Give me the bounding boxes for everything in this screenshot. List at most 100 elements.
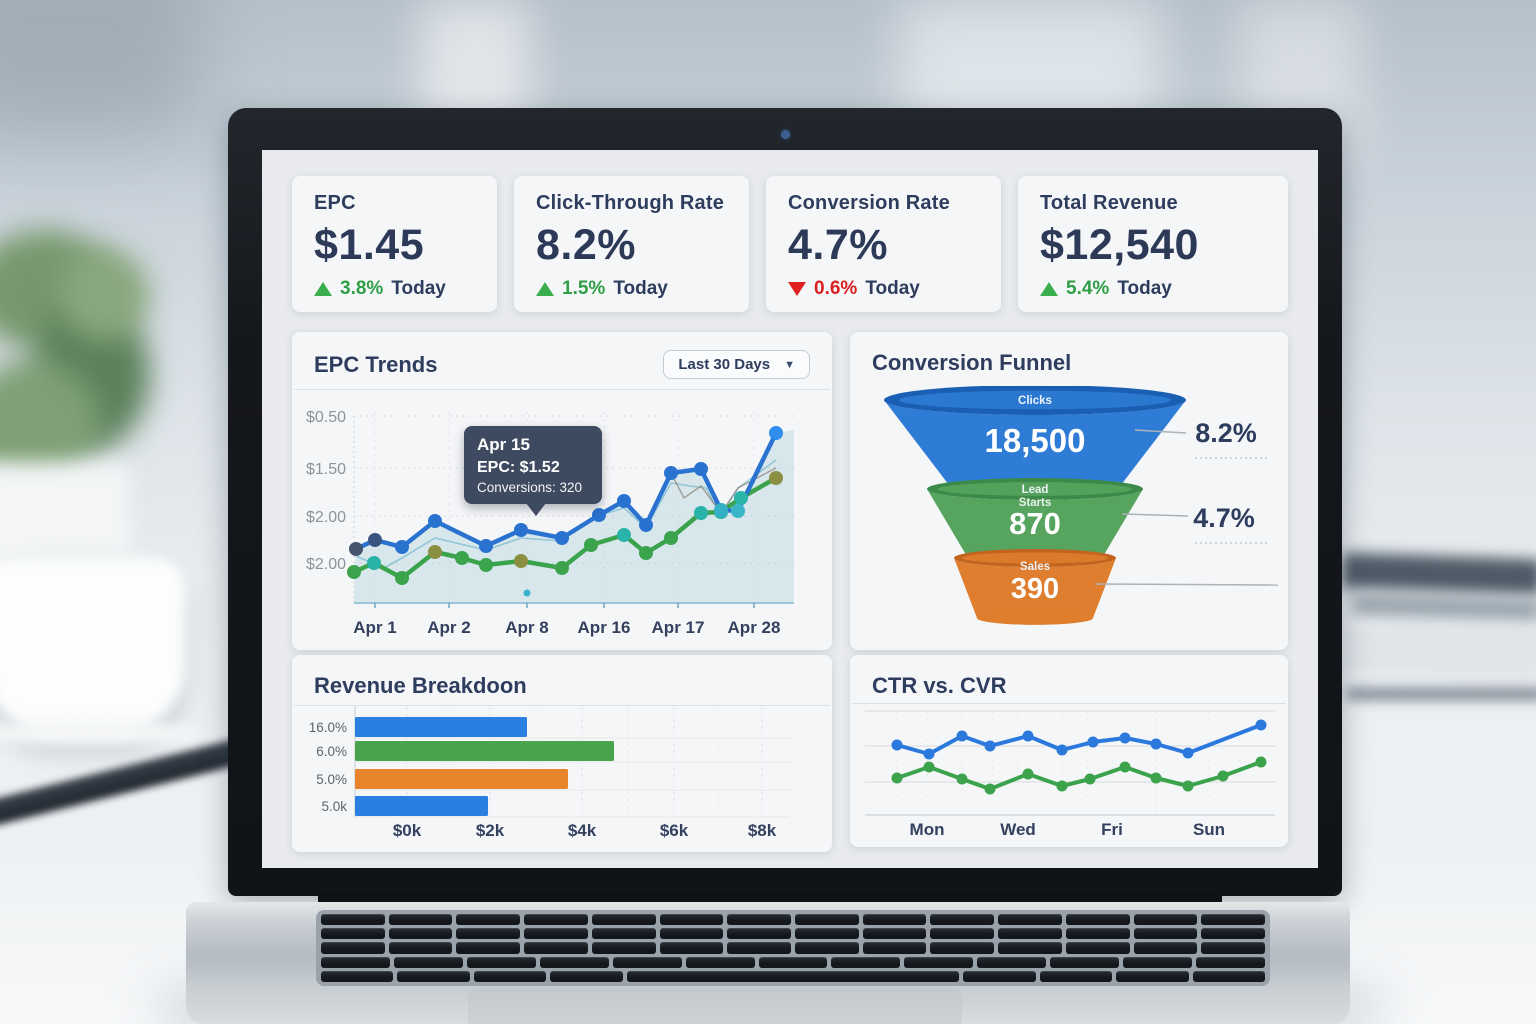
dashboard-screen: EPC $1.45 3.8% Today Click-Through Rate … xyxy=(262,150,1318,868)
cvr-point xyxy=(1150,772,1162,784)
webcam xyxy=(781,130,790,139)
keyboard-key[interactable] xyxy=(685,956,755,968)
keyboard-key[interactable] xyxy=(321,914,385,926)
keyboard-key[interactable] xyxy=(466,956,536,968)
keyboard-key[interactable] xyxy=(1201,942,1266,954)
keyboard-key[interactable] xyxy=(727,942,792,954)
keyboard-key[interactable] xyxy=(1123,956,1193,968)
keyboard-key[interactable] xyxy=(524,942,588,954)
keyboard-key[interactable] xyxy=(998,914,1062,926)
keyboard-key[interactable] xyxy=(1065,942,1130,954)
keyboard-key[interactable] xyxy=(1133,928,1198,940)
svg-text:5.0k: 5.0k xyxy=(321,799,347,814)
kpi-title: Click-Through Rate xyxy=(536,192,725,214)
keyboard-key[interactable] xyxy=(321,956,390,968)
conversions-point xyxy=(395,571,409,585)
keyboard-key[interactable] xyxy=(998,928,1062,940)
pen xyxy=(0,733,264,829)
keyboard[interactable] xyxy=(316,910,1270,986)
svg-text:870: 870 xyxy=(1009,506,1061,541)
revenue-breakdown-chart: 16.0% 6.0% 5.0% 5.0k $0k $2k $4k $6k $8k xyxy=(292,706,832,849)
conversions-point xyxy=(734,491,748,505)
cvr-point xyxy=(923,761,935,773)
keyboard-key[interactable] xyxy=(1192,970,1265,983)
conversions-point xyxy=(617,528,631,542)
keyboard-key[interactable] xyxy=(963,970,1036,983)
trackpad[interactable] xyxy=(468,988,962,1024)
kpi-delta-percent: 5.4% xyxy=(1066,278,1110,299)
cvr-point xyxy=(1056,780,1068,792)
epc-trends-chart: Apr 15 EPC: $1.52 Conversions: 320 $0.50… xyxy=(292,390,832,647)
keyboard-key[interactable] xyxy=(397,970,470,983)
epc-point xyxy=(694,462,708,476)
keyboard-key[interactable] xyxy=(591,914,656,926)
keyboard-key[interactable] xyxy=(321,928,385,940)
keyboard-key[interactable] xyxy=(456,928,521,940)
keyboard-key[interactable] xyxy=(862,914,927,926)
keyboard-key[interactable] xyxy=(321,942,385,954)
keyboard-key[interactable] xyxy=(862,942,927,954)
epc-point xyxy=(664,466,678,480)
keyboard-key[interactable] xyxy=(539,956,609,968)
keyboard-key[interactable] xyxy=(388,914,453,926)
keyboard-key[interactable] xyxy=(1116,970,1189,983)
keyboard-key[interactable] xyxy=(998,942,1062,954)
revenue-svg: 16.0% 6.0% 5.0% 5.0k $0k $2k $4k $6k $8k xyxy=(309,706,790,840)
keyboard-key[interactable] xyxy=(1133,942,1198,954)
keyboard-key[interactable] xyxy=(727,914,792,926)
keyboard-key[interactable] xyxy=(1065,928,1130,940)
ctr-point xyxy=(956,730,968,742)
date-range-dropdown[interactable]: Last 30 Days ▼ xyxy=(663,350,810,379)
keyboard-key[interactable] xyxy=(612,956,682,968)
keyboard-key[interactable] xyxy=(862,928,927,940)
keyboard-key[interactable] xyxy=(659,928,724,940)
cvr-point xyxy=(984,783,996,795)
keyboard-key[interactable] xyxy=(591,942,656,954)
conversion-funnel-chart: Clicks 18,500 Lead Starts 870 Sales 390 8.2% 4.7… xyxy=(850,385,1288,643)
keyboard-key[interactable] xyxy=(930,942,995,954)
revenue-bar xyxy=(355,717,527,737)
keyboard-key[interactable] xyxy=(456,914,521,926)
keyboard-key[interactable] xyxy=(456,942,521,954)
keyboard-key[interactable] xyxy=(1039,970,1113,983)
revenue-bar xyxy=(355,741,614,761)
svg-text:Sun: Sun xyxy=(1193,820,1225,839)
cvr-point xyxy=(891,772,903,784)
keyboard-key[interactable] xyxy=(904,956,974,968)
keyboard-key[interactable] xyxy=(659,914,724,926)
keyboard-key[interactable] xyxy=(321,970,394,983)
svg-text:$4k: $4k xyxy=(568,821,597,840)
keyboard-key[interactable] xyxy=(930,914,995,926)
keyboard-key[interactable] xyxy=(591,928,656,940)
keyboard-key[interactable] xyxy=(795,942,859,954)
ctr-point xyxy=(1119,732,1131,744)
keyboard-key[interactable] xyxy=(388,942,453,954)
keyboard-key[interactable] xyxy=(524,928,588,940)
keyboard-key[interactable] xyxy=(1050,956,1120,968)
epc-trends-svg: $0.50 $1.50 $2.00 $2.00 Apr 1 Apr 2 Apr 8 Apr 1… xyxy=(306,409,794,637)
keyboard-key[interactable] xyxy=(1196,956,1265,968)
keyboard-key[interactable] xyxy=(659,942,724,954)
keyboard-key[interactable] xyxy=(626,970,960,983)
keyboard-key[interactable] xyxy=(795,914,859,926)
svg-text:$1.50: $1.50 xyxy=(306,461,346,478)
coffee-cup-saucer xyxy=(0,720,200,746)
keyboard-key[interactable] xyxy=(758,956,828,968)
keyboard-key[interactable] xyxy=(550,970,623,983)
keyboard-key[interactable] xyxy=(795,928,859,940)
keyboard-key[interactable] xyxy=(1201,928,1266,940)
epc-point xyxy=(731,504,745,518)
keyboard-key[interactable] xyxy=(388,928,453,940)
keyboard-key[interactable] xyxy=(473,970,547,983)
conversions-point xyxy=(455,551,469,565)
keyboard-key[interactable] xyxy=(393,956,463,968)
keyboard-key[interactable] xyxy=(1133,914,1198,926)
keyboard-key[interactable] xyxy=(831,956,901,968)
keyboard-key[interactable] xyxy=(930,928,995,940)
keyboard-key[interactable] xyxy=(727,928,792,940)
keyboard-key[interactable] xyxy=(977,956,1047,968)
keyboard-key[interactable] xyxy=(1201,914,1266,926)
keyboard-key[interactable] xyxy=(1065,914,1130,926)
keyboard-key[interactable] xyxy=(524,914,588,926)
cvr-point xyxy=(1217,770,1229,782)
